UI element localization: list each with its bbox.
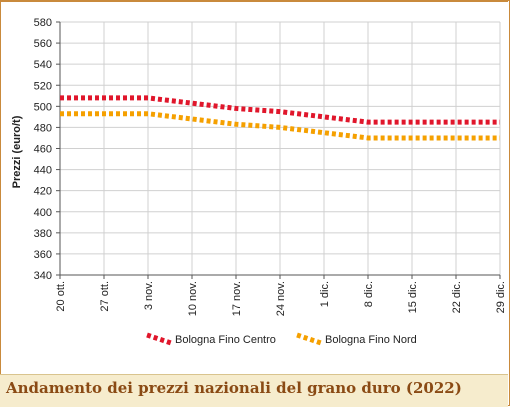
x-tick-label: 15 dic.: [407, 281, 419, 313]
figure-caption: Andamento dei prezzi nazionali del grano…: [6, 379, 462, 397]
x-tick-label: 29 dic.: [495, 281, 507, 313]
x-tick-label: 10 nov.: [187, 281, 199, 316]
x-tick-label: 27 ott.: [99, 281, 111, 312]
y-tick-label: 520: [34, 80, 52, 92]
axes: [56, 21, 501, 279]
x-tick-label: 1 dic.: [319, 281, 331, 307]
line-chart: 340360380400420440460480500520540560580 …: [11, 17, 507, 346]
x-tick-label: 20 ott.: [55, 281, 67, 312]
series-lines: [60, 95, 500, 141]
x-tick-label: 24 nov.: [275, 281, 287, 316]
y-tick-label: 580: [34, 17, 52, 29]
x-tick-label: 8 dic.: [363, 281, 375, 307]
series-line-bologna-fino-nord: [60, 111, 500, 141]
y-tick-label: 480: [34, 122, 52, 134]
y-tick-labels: 340 360 380 400 420 440 460 480 500 520 540 560 580: [34, 17, 52, 282]
legend: Bologna Fino Centro Bologna Fino Nord: [146, 332, 417, 346]
y-axis-label: Prezzi (euro/t): [11, 115, 23, 188]
legend-swatch: [146, 332, 172, 346]
top-border: [0, 0, 508, 2]
y-tick-label: 460: [34, 144, 52, 156]
x-tick-label: 22 dic.: [451, 281, 463, 313]
y-tick-label: 420: [34, 186, 52, 198]
y-tick-label: 500: [34, 101, 52, 113]
y-tick-label: 380: [34, 228, 52, 240]
legend-label: Bologna Fino Centro: [175, 334, 276, 346]
y-tick-label: 560: [34, 38, 52, 50]
y-tick-label: 440: [34, 165, 52, 177]
x-tick-label: 17 nov.: [231, 281, 243, 316]
y-tick-label: 360: [34, 249, 52, 261]
x-tick-label: 3 nov.: [143, 281, 155, 310]
y-tick-label: 400: [34, 207, 52, 219]
grid: [59, 21, 501, 276]
x-tick-labels: 20 ott. 27 ott. 3 nov. 10 nov. 17 nov. 24 nov…: [55, 281, 507, 316]
legend-label: Bologna Fino Nord: [325, 334, 417, 346]
caption-bar: Andamento dei prezzi nazionali del grano…: [0, 374, 508, 407]
y-tick-label: 340: [34, 270, 52, 282]
series-line-bologna-fino-centro: [60, 95, 500, 125]
legend-swatch: [296, 332, 322, 346]
y-tick-label: 540: [34, 59, 52, 71]
